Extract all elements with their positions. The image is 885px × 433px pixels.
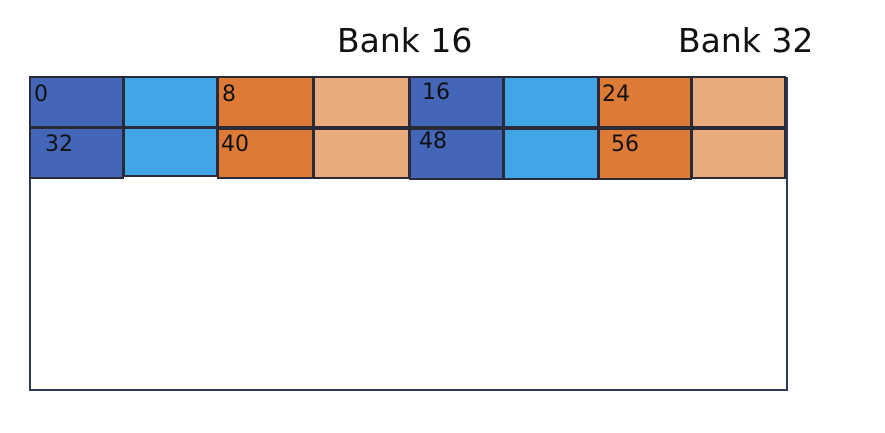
bank-32-label: Bank 32	[678, 21, 814, 60]
memory-cell: 24	[598, 76, 692, 128]
memory-cell-index: 8	[222, 82, 236, 107]
memory-cell: 8	[217, 76, 314, 128]
memory-cell	[503, 128, 599, 180]
memory-cell: 0	[29, 76, 124, 128]
memory-cell	[123, 127, 218, 177]
memory-cell-index: 40	[221, 132, 249, 157]
memory-cell: 40	[217, 128, 314, 179]
memory-cell-index: 32	[45, 132, 73, 157]
memory-cell	[123, 76, 218, 128]
memory-cell-index: 56	[611, 132, 639, 157]
memory-cell: 32	[29, 127, 124, 179]
memory-cell-index: 24	[602, 82, 630, 107]
memory-cell-index: 16	[422, 80, 450, 105]
memory-cell-index: 0	[34, 82, 48, 107]
memory-cell-index: 48	[419, 129, 447, 154]
bank-16-label: Bank 16	[337, 21, 473, 60]
memory-cell	[313, 76, 410, 128]
memory-cell	[503, 76, 599, 128]
memory-cell	[691, 128, 786, 179]
memory-cell	[313, 128, 410, 179]
memory-cell	[691, 76, 786, 128]
memory-cell: 56	[598, 128, 692, 180]
memory-cell: 48	[409, 128, 504, 180]
memory-cell: 16	[409, 76, 504, 128]
